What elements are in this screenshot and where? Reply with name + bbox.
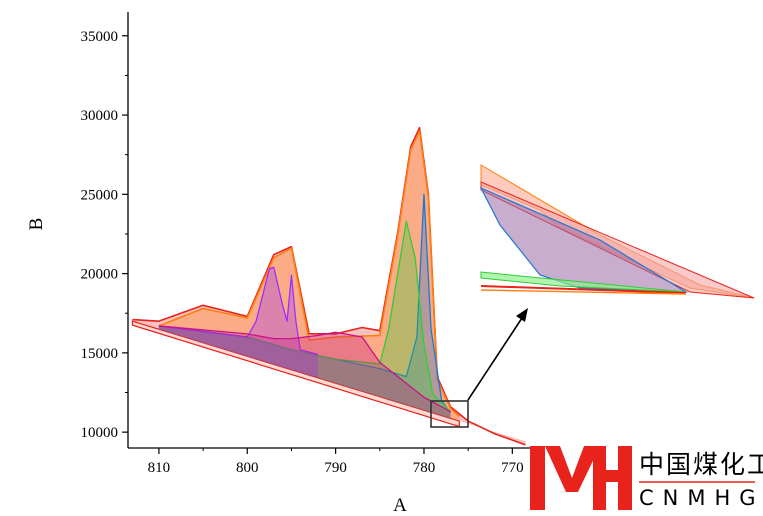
x-tick-label: 790 xyxy=(324,460,347,476)
series-3-fill xyxy=(158,221,451,419)
y-tick-label: 10000 xyxy=(81,425,119,441)
series-5-fill xyxy=(158,325,451,419)
y-tick-label: 15000 xyxy=(81,346,119,362)
y-axis-title: B xyxy=(26,218,47,231)
cnmhg-logo: 中国煤化工 CNMHG xyxy=(530,446,763,510)
series-3-line xyxy=(158,220,451,412)
y-tick-label: 30000 xyxy=(81,108,119,124)
inset-green-fill xyxy=(480,271,687,293)
series-4-line xyxy=(158,266,319,356)
x-tick-label: 810 xyxy=(148,460,171,476)
inset-orange-line xyxy=(480,289,687,295)
inset-red-line xyxy=(480,285,687,294)
y-tick-label: 25000 xyxy=(81,187,119,203)
plot-area xyxy=(131,126,526,446)
x-axis-title: A xyxy=(393,495,407,516)
series-0-line xyxy=(132,126,526,446)
series-5-line xyxy=(158,325,451,413)
zoom-arrow-head xyxy=(516,308,528,322)
axes: 10000 15000 20000 25000 30000 35000 810 800 790… xyxy=(26,12,530,516)
x-tick-label: 800 xyxy=(236,460,259,476)
inset-blue-fill xyxy=(479,186,689,293)
x-ticks: 810 800 790 780 770 xyxy=(148,448,524,476)
logo-mark-icon xyxy=(530,446,632,510)
series-1-line xyxy=(158,130,460,417)
x-tick-label: 770 xyxy=(501,460,524,476)
series-4-fill xyxy=(158,267,318,378)
logo-chinese-text: 中国煤化工 xyxy=(639,450,763,479)
inset-zoom xyxy=(430,164,755,428)
y-tick-label: 35000 xyxy=(81,29,119,45)
zoom-arrow-line xyxy=(467,317,523,401)
logo-english-text: CNMHG xyxy=(639,486,763,510)
y-ticks: 10000 15000 20000 25000 30000 35000 xyxy=(81,29,128,441)
inset-red-fill xyxy=(480,181,755,299)
series-0-fill xyxy=(132,127,526,445)
x-tick-label: 780 xyxy=(413,460,436,476)
zoom-box xyxy=(430,400,469,428)
y-tick-label: 20000 xyxy=(81,267,119,283)
